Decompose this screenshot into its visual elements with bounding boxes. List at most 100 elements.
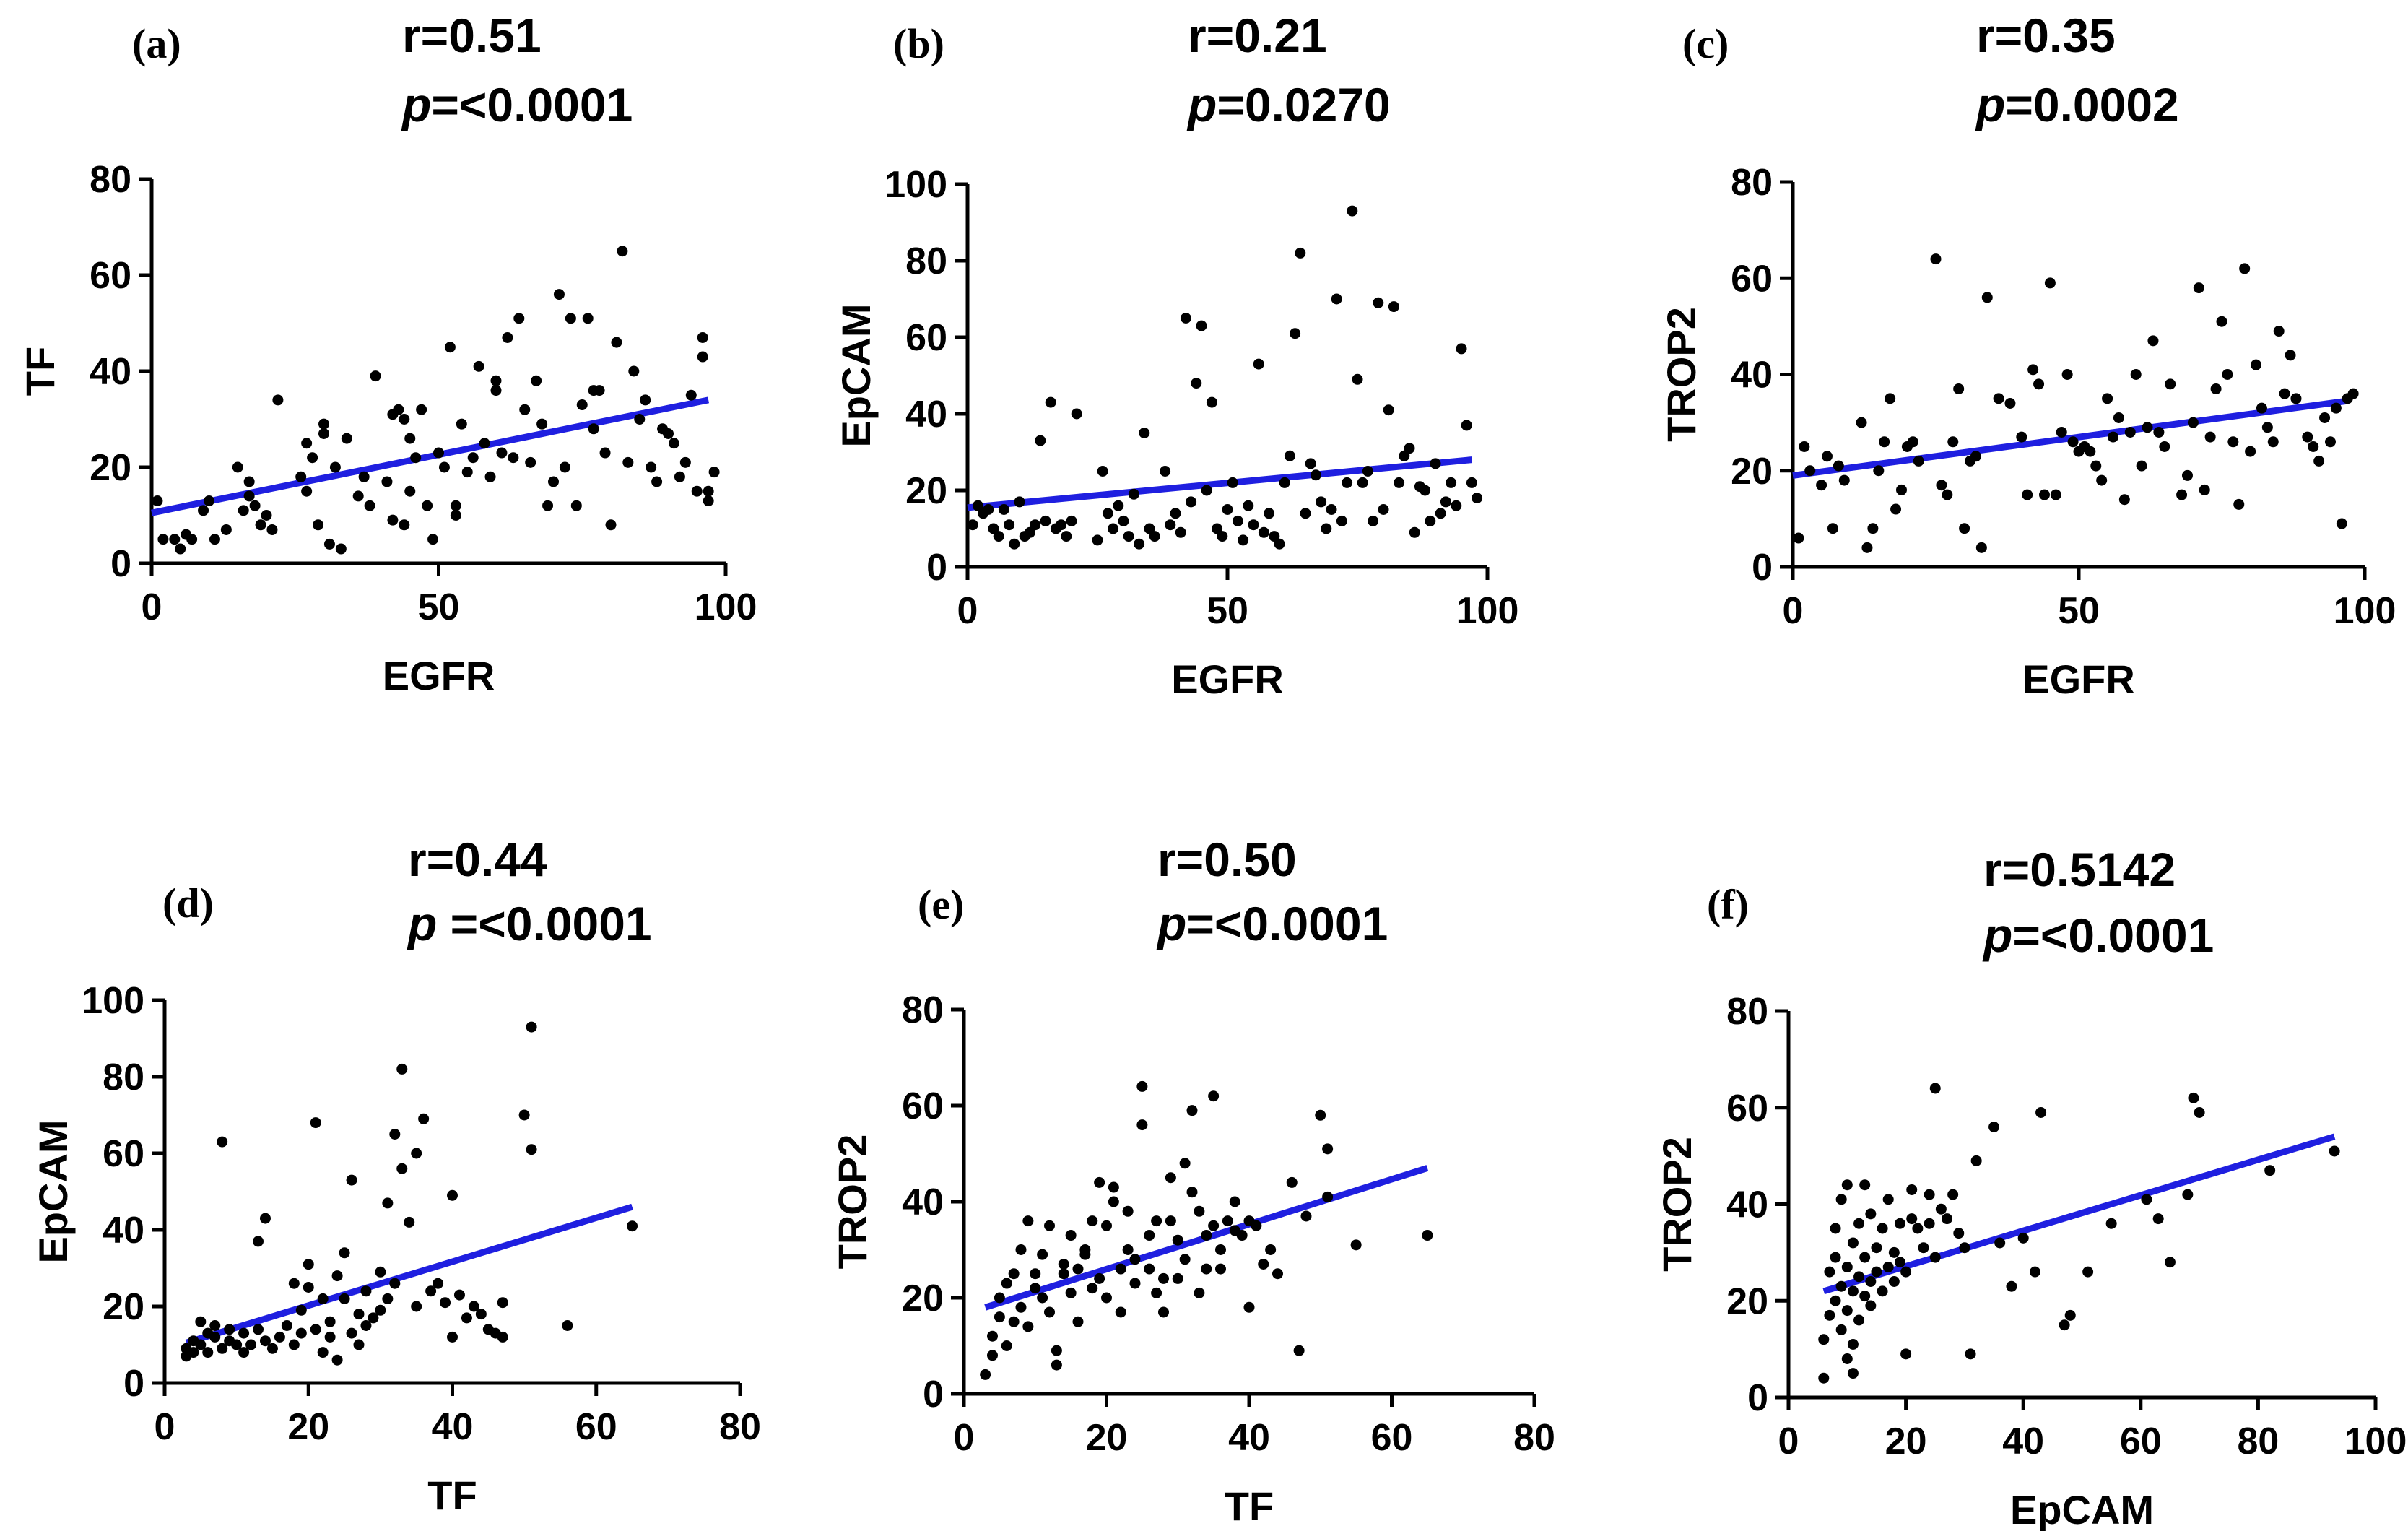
correlation-coefficient: r=0.35 (1976, 9, 2116, 62)
data-point (1030, 519, 1041, 531)
data-point (1947, 436, 1959, 448)
y-tick-label: 0 (926, 547, 947, 589)
data-point (2022, 489, 2033, 500)
data-point (2029, 1266, 2040, 1278)
data-point (594, 385, 605, 396)
x-axis-title: EGFR (2022, 656, 2135, 702)
x-tick-label: 50 (1207, 590, 1248, 632)
y-tick-label: 60 (90, 255, 131, 297)
data-point (2194, 1106, 2205, 1118)
data-point (1888, 1246, 1900, 1258)
data-point (582, 313, 594, 324)
y-tick-label: 0 (110, 543, 131, 585)
data-point (411, 1301, 422, 1312)
data-point (1229, 1196, 1240, 1207)
p-value-text: =<0.0001 (431, 78, 633, 131)
data-point (2264, 1165, 2276, 1176)
x-axis-title: TF (427, 1473, 477, 1518)
data-point (994, 1311, 1005, 1323)
regression-line-layer (185, 1203, 633, 1346)
x-axis-title: EGFR (1171, 656, 1284, 702)
data-point (542, 500, 554, 511)
data-point (1101, 1220, 1112, 1231)
data-point (1044, 1306, 1055, 1318)
data-point (1172, 1234, 1183, 1246)
data-point (329, 461, 341, 473)
data-point (519, 404, 531, 415)
correlation-coefficient: r=0.5142 (1983, 843, 2176, 896)
data-point (2251, 359, 2262, 370)
p-value-text: =<0.0001 (437, 897, 651, 950)
data-point (508, 452, 519, 464)
data-point (2227, 436, 2239, 448)
data-point (447, 1331, 458, 1343)
data-point (2124, 426, 2136, 438)
data-point (1072, 1263, 1084, 1275)
data-point (1446, 477, 1457, 488)
data-point (2102, 393, 2113, 404)
data-point (1859, 1252, 1871, 1263)
data-point (1861, 542, 1873, 553)
y-tick-label: 60 (1731, 258, 1773, 300)
data-point (364, 500, 375, 511)
data-point (987, 1330, 998, 1342)
panel-label: (c) (1682, 20, 1729, 67)
data-point (1975, 542, 1987, 553)
data-point (1215, 1244, 1226, 1255)
data-point (1065, 1230, 1077, 1241)
data-point (2164, 1257, 2176, 1268)
data-point (1867, 523, 1879, 534)
y-axis-title: TROP2 (1659, 307, 1704, 442)
panel-c-chart: (c) r=0.35 p=0.0002 0 50 100 0 20 40 60 80 EGFR… (1659, 9, 2396, 702)
data-point (1841, 1261, 1853, 1272)
data-point (1201, 1263, 1212, 1275)
data-point (622, 456, 634, 468)
p-value: p=0.0002 (1975, 78, 2179, 131)
y-axis-title: TF (17, 347, 63, 396)
data-point (404, 485, 416, 497)
data-point (317, 1293, 329, 1304)
data-point (2216, 316, 2227, 327)
data-point (1243, 1301, 1255, 1313)
data-point (1251, 1220, 1262, 1231)
data-point (1388, 301, 1399, 313)
data-point (1456, 343, 1467, 355)
data-point (988, 523, 999, 534)
data-point (1165, 1215, 1176, 1227)
data-point (1144, 523, 1155, 534)
panel-label: (b) (893, 20, 944, 67)
data-point (646, 461, 657, 473)
data-point (651, 476, 663, 487)
data-point (1873, 465, 1885, 477)
panel-f-chart: (f) r=0.5142 p=<0.0001 0 20 40 60 80 100 0 20 40… (1654, 843, 2407, 1531)
data-point (1993, 393, 2004, 404)
data-point (1014, 496, 1025, 508)
data-point (1824, 1309, 1835, 1321)
data-point (2324, 436, 2336, 448)
data-point (2256, 402, 2267, 414)
data-point (370, 370, 381, 382)
data-point (1186, 1105, 1198, 1116)
data-point (1191, 378, 1202, 389)
data-point (1981, 292, 1993, 303)
data-point (1108, 523, 1119, 534)
data-point (259, 1335, 271, 1347)
data-point (576, 399, 588, 411)
y-axis-title: EpCAM (833, 303, 879, 447)
data-point (202, 1347, 214, 1358)
data-point (1108, 1181, 1119, 1193)
y-tick-label: 0 (1747, 1377, 1768, 1419)
data-point (245, 1339, 257, 1350)
data-point (1420, 485, 1431, 496)
data-point (697, 331, 708, 343)
data-point (1430, 458, 1441, 469)
data-point (1179, 1254, 1191, 1265)
p-value-text: =<0.0001 (2012, 908, 2214, 962)
data-point (1827, 523, 1838, 534)
y-tick-label: 80 (90, 159, 131, 201)
data-point (2056, 426, 2067, 438)
data-point (526, 1021, 537, 1033)
data-point (288, 1339, 300, 1350)
data-point (1882, 1194, 1894, 1205)
data-point (2285, 350, 2296, 361)
